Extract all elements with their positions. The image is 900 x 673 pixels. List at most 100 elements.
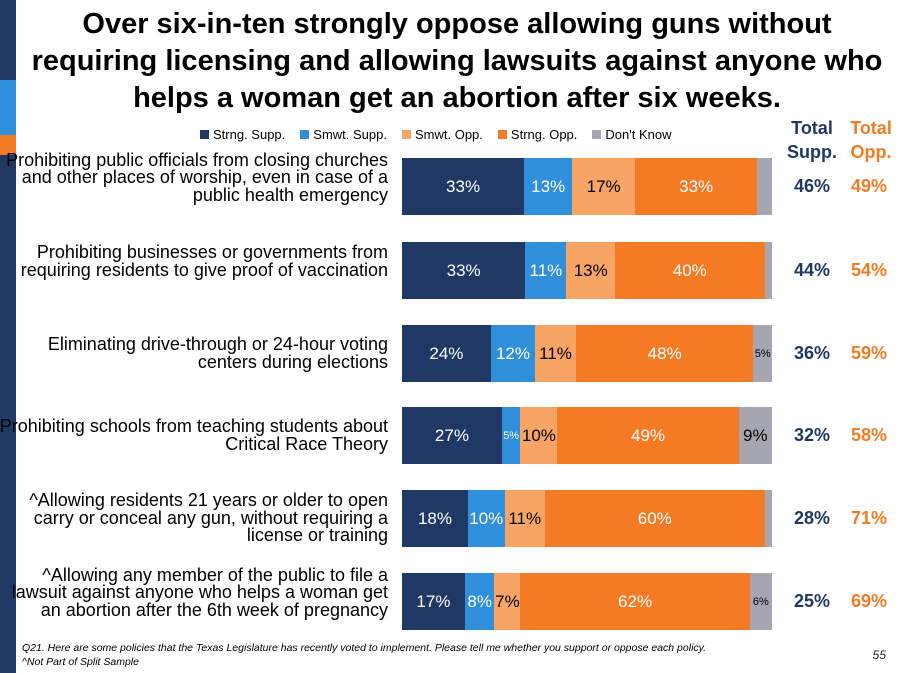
data-label: 11%: [539, 343, 572, 363]
total-supp-value: 28%: [793, 507, 831, 528]
data-label: 18%: [417, 508, 452, 528]
data-label: 8%: [467, 591, 492, 611]
bar-segment-smwt-supp: 12%: [490, 325, 536, 382]
legend-label: Strng. Opp.: [510, 127, 578, 142]
side-accent-bar-bottom: [0, 155, 16, 673]
row-label: ^Allowing any member of the public to fi…: [11, 564, 388, 620]
data-label: 10%: [469, 508, 504, 528]
data-label: 17%: [416, 591, 451, 611]
legend-swatch: [300, 130, 310, 139]
legend-label: Strng. Supp.: [213, 127, 286, 142]
side-accent-bar-orange: [0, 135, 16, 155]
legend-swatch: [401, 130, 411, 139]
legend-smwt-supp: Smwt. Supp.: [300, 127, 387, 142]
bar-segment-strng-opp: 33%: [635, 158, 758, 215]
bar-segment-smwt-opp: 17%: [572, 158, 636, 215]
chart-title: Over six-in-ten strongly oppose allowing…: [31, 8, 883, 114]
bar-segment-smwt-supp: 13%: [524, 158, 573, 215]
data-label: 49%: [631, 425, 666, 445]
bar-segment-strng-opp: 62%: [520, 573, 750, 630]
data-label: 33%: [446, 260, 481, 280]
legend-dont-know: Don't Know: [592, 127, 671, 142]
data-label: 11%: [529, 260, 563, 280]
total-opp-value: 54%: [850, 259, 888, 280]
stacked-bar: 27% 5% 10% 49% 9%: [402, 407, 772, 464]
data-label: 12%: [495, 343, 530, 363]
bar-segment-strng-supp: 33%: [402, 242, 526, 299]
total-opp-value: 58%: [850, 424, 888, 445]
data-label: 7%: [495, 591, 520, 611]
bar-segment-dont-know: [764, 242, 772, 299]
bar-segment-strng-supp: 17%: [402, 573, 465, 630]
bar-segment-smwt-supp: 10%: [467, 490, 505, 547]
stacked-bar: 17% 8% 7% 62% 6%: [402, 573, 772, 630]
bar-segment-dont-know: [764, 490, 772, 547]
data-label: 62%: [618, 591, 653, 611]
bar-segment-dont-know: 5%: [753, 325, 772, 382]
page-number: 55: [872, 648, 886, 662]
row-label: Eliminating drive-through or 24-hour vot…: [47, 334, 388, 372]
bar-segment-smwt-opp: 11%: [535, 325, 576, 382]
data-label: 13%: [531, 176, 566, 196]
bar-segment-strng-supp: 24%: [402, 325, 491, 382]
data-label: 11%: [508, 508, 542, 528]
row-label: Prohibiting schools from teaching studen…: [0, 416, 388, 454]
data-label: 9%: [743, 425, 768, 445]
total-supp-value: 32%: [793, 424, 831, 445]
bar-segment-strng-opp: 60%: [544, 490, 765, 547]
total-supp-value: 46%: [793, 175, 831, 196]
data-label: 48%: [647, 343, 682, 363]
side-accent-bar-mid: [0, 80, 16, 135]
side-accent-bar-top: [0, 0, 16, 80]
data-label: 33%: [446, 176, 481, 196]
footnote-split-sample: ^Not Part of Split Sample: [22, 656, 139, 668]
data-label: 33%: [679, 176, 714, 196]
data-label: 6%: [752, 595, 769, 608]
data-label: 60%: [637, 508, 672, 528]
bar-segment-smwt-opp: 7%: [494, 573, 521, 630]
bar-segment-smwt-opp: 10%: [520, 407, 558, 464]
total-opp-header: Total Opp.: [850, 118, 892, 162]
data-label: 10%: [521, 425, 556, 445]
stacked-bar: 33% 11% 13% 40%: [402, 242, 772, 299]
legend-smwt-opp: Smwt. Opp.: [401, 127, 483, 142]
legend-strng-opp: Strng. Opp.: [497, 127, 578, 142]
chart-legend: Strng. Supp. Smwt. Supp. Smwt. Opp. Strng. …: [200, 127, 686, 142]
bar-segment-smwt-opp: 13%: [566, 242, 616, 299]
total-opp-value: 71%: [850, 507, 888, 528]
bar-segment-strng-supp: 18%: [402, 490, 468, 547]
footnote-question: Q21. Here are some policies that the Tex…: [22, 642, 707, 654]
data-label: 13%: [573, 260, 608, 280]
total-opp-value: 69%: [850, 590, 888, 611]
data-label: 17%: [586, 176, 621, 196]
bar-segment-strng-opp: 49%: [557, 407, 739, 464]
row-label: Prohibiting businesses or governments fr…: [20, 242, 388, 280]
bar-segment-dont-know: [757, 158, 772, 215]
data-label: 27%: [434, 425, 469, 445]
bar-segment-dont-know: 6%: [749, 573, 772, 630]
data-label: 24%: [429, 343, 464, 363]
total-supp-value: 25%: [793, 590, 831, 611]
legend-label: Smwt. Opp.: [414, 127, 483, 142]
legend-label: Don't Know: [605, 127, 672, 142]
bar-segment-dont-know: 9%: [738, 407, 772, 464]
total-supp-header: Total Supp.: [787, 118, 837, 162]
bar-segment-strng-supp: 33%: [402, 158, 525, 215]
bar-segment-smwt-supp: 8%: [464, 573, 495, 630]
bar-segment-strng-opp: 48%: [575, 325, 754, 382]
bar-segment-strng-opp: 40%: [615, 242, 765, 299]
row-label: Prohibiting public officials from closin…: [6, 149, 388, 205]
total-opp-value: 59%: [850, 342, 888, 363]
bar-segment-strng-supp: 27%: [402, 407, 502, 464]
row-label: ^Allowing residents 21 years or older to…: [29, 490, 388, 546]
total-supp-value: 44%: [793, 259, 831, 280]
bar-segment-smwt-supp: 5%: [501, 407, 521, 464]
legend-label: Smwt. Supp.: [313, 127, 387, 142]
stacked-bar: 33% 13% 17% 33%: [402, 158, 772, 215]
legend-swatch: [497, 130, 507, 139]
total-supp-value: 36%: [793, 342, 831, 363]
bar-segment-smwt-opp: 11%: [504, 490, 545, 547]
data-label: 5%: [503, 429, 520, 442]
data-label: 5%: [754, 347, 771, 360]
legend-swatch: [592, 130, 602, 139]
